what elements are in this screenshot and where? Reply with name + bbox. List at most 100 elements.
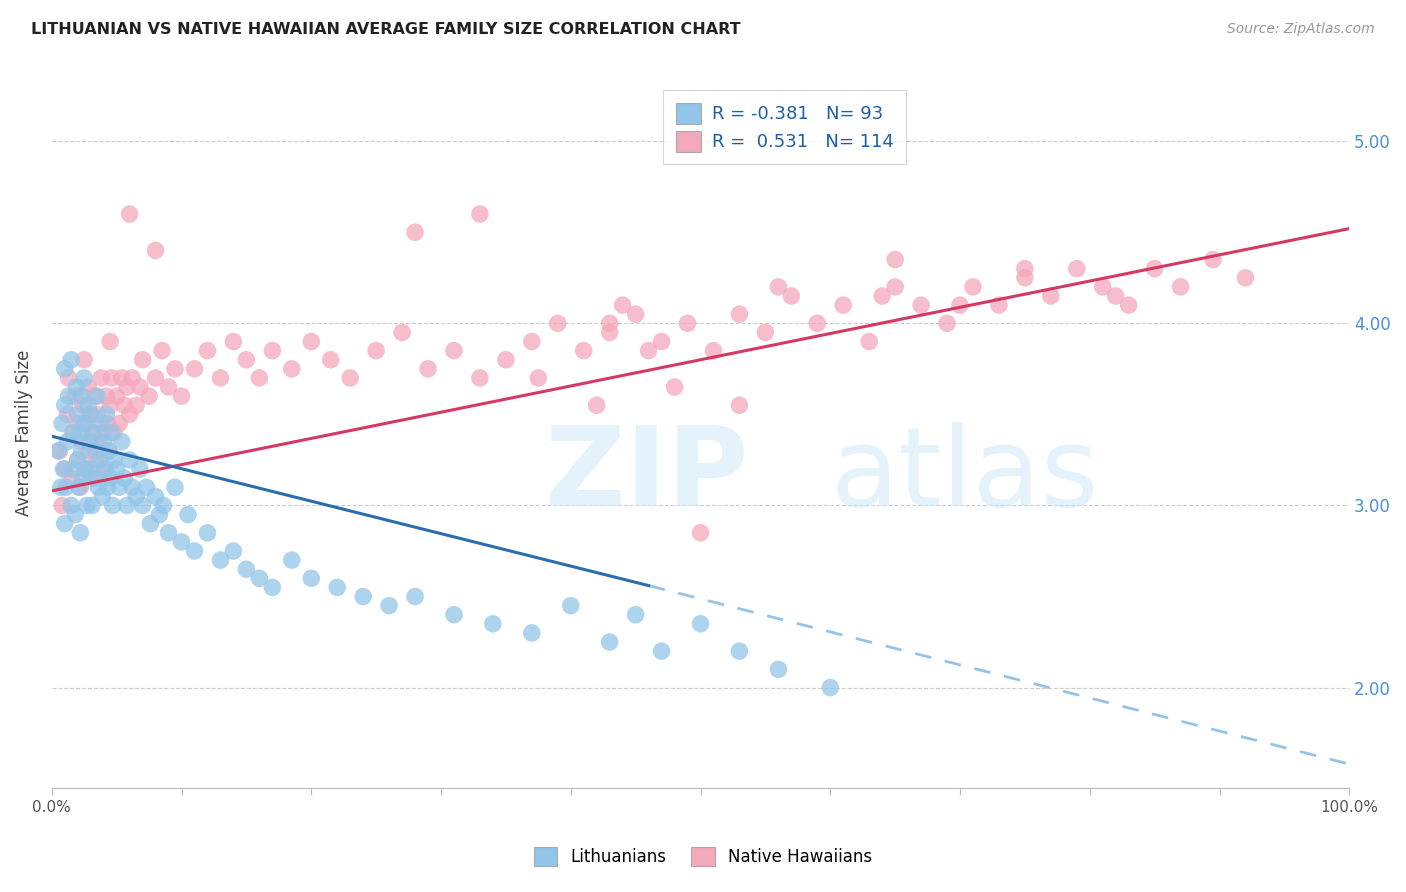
- Point: [139, 516, 162, 531]
- Point: [87, 434, 110, 449]
- Point: [768, 280, 790, 294]
- Point: [60, 499, 83, 513]
- Point: [366, 343, 388, 358]
- Point: [46, 443, 69, 458]
- Point: [235, 352, 257, 367]
- Point: [69, 480, 91, 494]
- Point: [378, 599, 401, 613]
- Point: [858, 334, 880, 349]
- Point: [55, 480, 77, 494]
- Point: [170, 389, 193, 403]
- Point: [157, 525, 180, 540]
- Point: [60, 352, 83, 367]
- Point: [884, 280, 907, 294]
- Point: [82, 425, 104, 440]
- Point: [93, 434, 115, 449]
- Point: [84, 443, 107, 458]
- Point: [527, 371, 550, 385]
- Point: [585, 398, 607, 412]
- Point: [222, 334, 245, 349]
- Point: [145, 371, 167, 385]
- Point: [651, 334, 673, 349]
- Point: [75, 462, 97, 476]
- Point: [416, 362, 439, 376]
- Point: [94, 462, 117, 476]
- Point: [987, 298, 1010, 312]
- Point: [1118, 298, 1140, 312]
- Point: [163, 480, 186, 494]
- Point: [404, 590, 426, 604]
- Point: [125, 489, 148, 503]
- Point: [70, 389, 93, 403]
- Point: [664, 380, 686, 394]
- Point: [76, 417, 98, 431]
- Point: [69, 525, 91, 540]
- Legend: Lithuanians, Native Hawaiians: Lithuanians, Native Hawaiians: [527, 840, 879, 873]
- Point: [80, 471, 103, 485]
- Point: [56, 408, 79, 422]
- Point: [148, 508, 170, 522]
- Point: [83, 471, 105, 485]
- Point: [79, 408, 101, 422]
- Point: [728, 307, 751, 321]
- Point: [138, 389, 160, 403]
- Point: [79, 462, 101, 476]
- Point: [118, 408, 141, 422]
- Point: [96, 389, 118, 403]
- Point: [884, 252, 907, 267]
- Point: [60, 471, 83, 485]
- Point: [53, 398, 76, 412]
- Point: [77, 398, 100, 412]
- Point: [67, 417, 90, 431]
- Point: [63, 389, 86, 403]
- Point: [100, 425, 122, 440]
- Point: [299, 334, 322, 349]
- Point: [299, 571, 322, 585]
- Point: [1170, 280, 1192, 294]
- Text: LITHUANIAN VS NATIVE HAWAIIAN AVERAGE FAMILY SIZE CORRELATION CHART: LITHUANIAN VS NATIVE HAWAIIAN AVERAGE FA…: [31, 22, 741, 37]
- Point: [66, 453, 89, 467]
- Point: [62, 462, 84, 476]
- Point: [84, 453, 107, 467]
- Point: [145, 244, 167, 258]
- Point: [1105, 289, 1128, 303]
- Point: [1202, 252, 1225, 267]
- Point: [281, 553, 304, 567]
- Point: [91, 489, 114, 503]
- Point: [76, 499, 98, 513]
- Point: [547, 316, 569, 330]
- Point: [170, 534, 193, 549]
- Point: [111, 371, 134, 385]
- Point: [339, 371, 361, 385]
- Point: [49, 480, 72, 494]
- Point: [599, 635, 621, 649]
- Point: [235, 562, 257, 576]
- Point: [651, 644, 673, 658]
- Point: [247, 571, 270, 585]
- Point: [1014, 270, 1036, 285]
- Y-axis label: Average Family Size: Average Family Size: [15, 350, 32, 516]
- Point: [262, 581, 284, 595]
- Point: [1066, 261, 1088, 276]
- Point: [806, 316, 828, 330]
- Text: Source: ZipAtlas.com: Source: ZipAtlas.com: [1227, 22, 1375, 37]
- Point: [51, 499, 73, 513]
- Point: [262, 343, 284, 358]
- Point: [53, 462, 76, 476]
- Point: [72, 398, 94, 412]
- Point: [115, 499, 138, 513]
- Point: [689, 525, 711, 540]
- Point: [131, 499, 153, 513]
- Point: [77, 380, 100, 394]
- Point: [105, 462, 128, 476]
- Point: [820, 681, 842, 695]
- Point: [209, 553, 232, 567]
- Point: [58, 371, 80, 385]
- Point: [83, 389, 105, 403]
- Point: [624, 307, 647, 321]
- Point: [599, 326, 621, 340]
- Text: ZIP: ZIP: [544, 422, 748, 529]
- Point: [118, 207, 141, 221]
- Point: [63, 508, 86, 522]
- Point: [70, 443, 93, 458]
